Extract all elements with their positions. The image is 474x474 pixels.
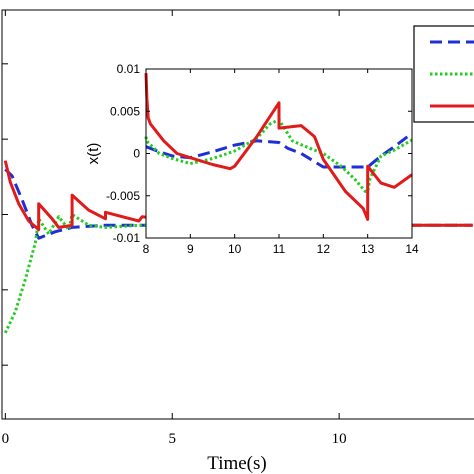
main-xtick-label: 0 [2,431,10,447]
inset-series-1 [145,132,413,169]
inset-ytick-label: 0.005 [110,104,140,118]
inset-xtick-label: 12 [317,242,331,256]
inset-ylabel: x(t) [85,143,102,165]
main-xlabel: Time(s) [207,453,266,474]
inset-xtick-label: 9 [187,242,194,256]
inset-xtick-label: 8 [143,242,150,256]
legend [413,25,474,123]
inset-ytick-label: -0.01 [113,231,141,245]
inset-xtick-label: 11 [273,242,286,256]
main-xtick-label: 5 [168,431,176,447]
inset-ytick-label: 0 [133,147,140,161]
inset-series-3 [144,73,413,221]
inset-ytick-label: 0.01 [117,62,141,76]
inset-xtick-label: 10 [228,242,242,256]
inset-xtick-label: 13 [361,242,375,256]
inset-background [146,69,412,238]
main-xtick-label: 10 [332,431,347,447]
inset-ytick-label: -0.005 [106,189,140,203]
inset-plot: 8 9 10 11 12 13 14 0.01 0.005 0 -0.005 -0.01 x(t) [85,62,419,256]
inset-xtick-label: 14 [405,242,419,256]
